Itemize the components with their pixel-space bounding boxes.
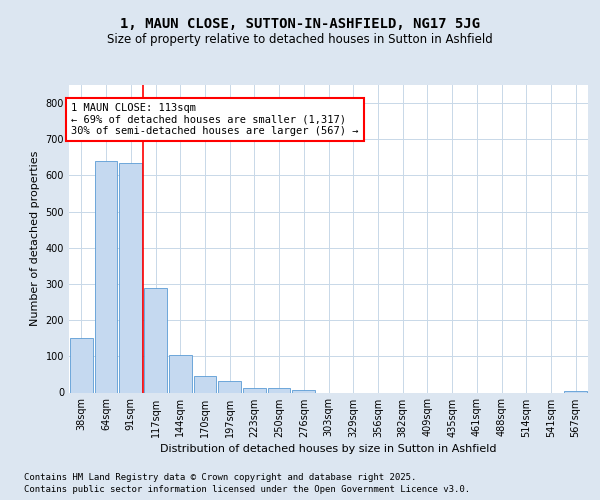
Bar: [95, 161, 118, 392]
Bar: [119, 163, 142, 392]
Bar: [194, 376, 216, 392]
Text: Size of property relative to detached houses in Sutton in Ashfield: Size of property relative to detached ho…: [107, 32, 493, 46]
Y-axis label: Number of detached properties: Number of detached properties: [30, 151, 40, 326]
Bar: [70, 338, 93, 392]
Bar: [169, 355, 191, 393]
Bar: [144, 288, 167, 393]
Text: 1 MAUN CLOSE: 113sqm
← 69% of detached houses are smaller (1,317)
30% of semi-de: 1 MAUN CLOSE: 113sqm ← 69% of detached h…: [71, 103, 359, 136]
Text: Contains public sector information licensed under the Open Government Licence v3: Contains public sector information licen…: [24, 485, 470, 494]
Text: Contains HM Land Registry data © Crown copyright and database right 2025.: Contains HM Land Registry data © Crown c…: [24, 472, 416, 482]
Text: 1, MAUN CLOSE, SUTTON-IN-ASHFIELD, NG17 5JG: 1, MAUN CLOSE, SUTTON-IN-ASHFIELD, NG17 …: [120, 18, 480, 32]
Bar: [218, 381, 241, 392]
Bar: [243, 388, 266, 392]
Bar: [268, 388, 290, 392]
Bar: [292, 390, 315, 392]
X-axis label: Distribution of detached houses by size in Sutton in Ashfield: Distribution of detached houses by size …: [160, 444, 497, 454]
Bar: [564, 390, 587, 392]
